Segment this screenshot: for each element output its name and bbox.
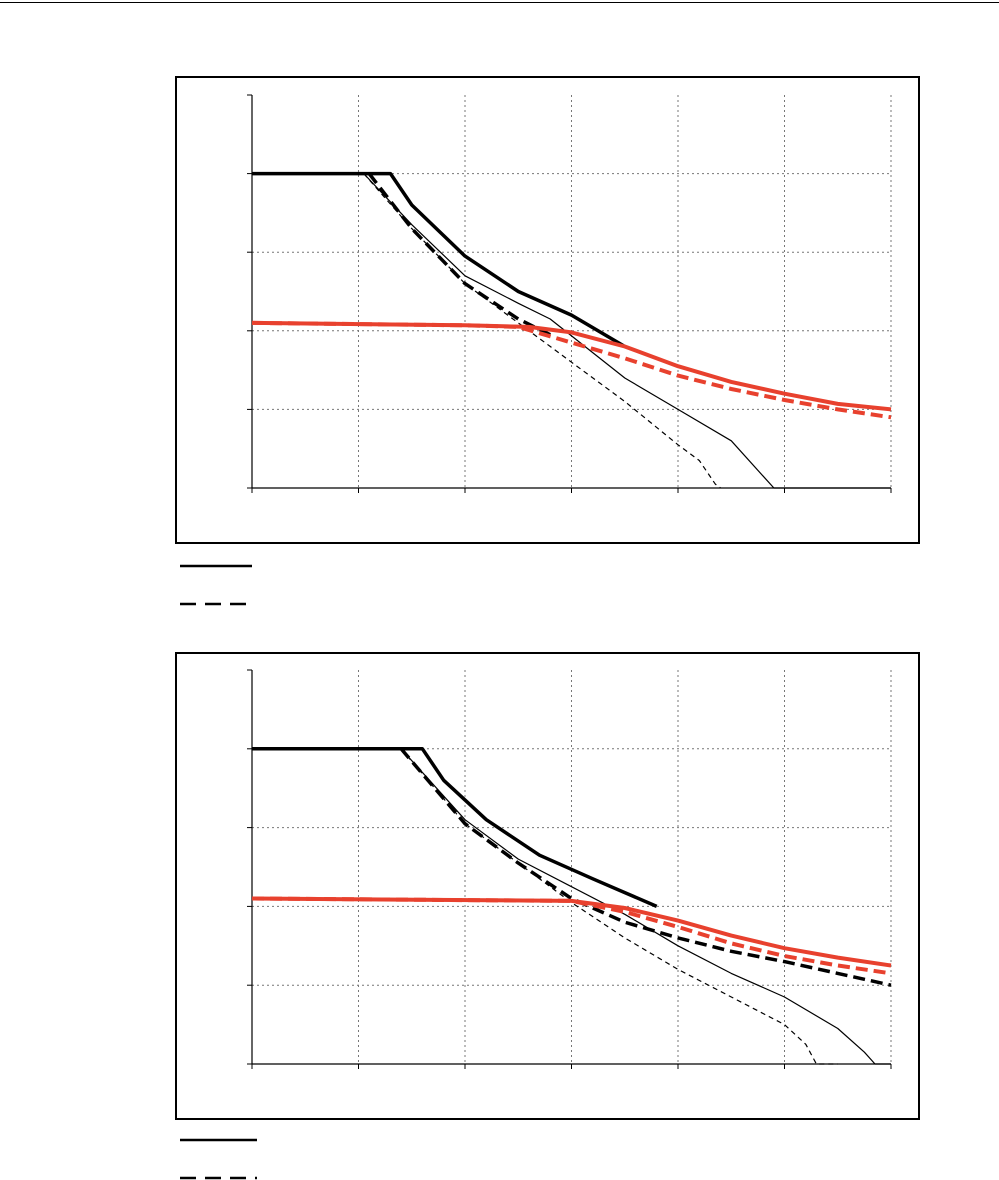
chart-frame-bottom bbox=[175, 652, 920, 1120]
series-line-black-thick-dashed bbox=[367, 172, 551, 337]
series-line-black-thin-dashed bbox=[400, 748, 838, 1065]
series-line-black-thick-solid bbox=[252, 747, 658, 909]
page-top-rule bbox=[0, 2, 999, 3]
series-line-black-thin-dashed bbox=[363, 173, 721, 489]
series-line-red-thick-dashed bbox=[251, 320, 892, 420]
series-line-red-thick-dashed bbox=[251, 896, 892, 976]
chart-frame-top bbox=[175, 76, 920, 544]
series-line-black-thin-solid bbox=[400, 748, 891, 1065]
series-line-black-thin-solid bbox=[363, 173, 891, 489]
series-line-black-thick-dashed bbox=[399, 747, 892, 987]
series-line-black-thick-solid bbox=[252, 171, 626, 349]
